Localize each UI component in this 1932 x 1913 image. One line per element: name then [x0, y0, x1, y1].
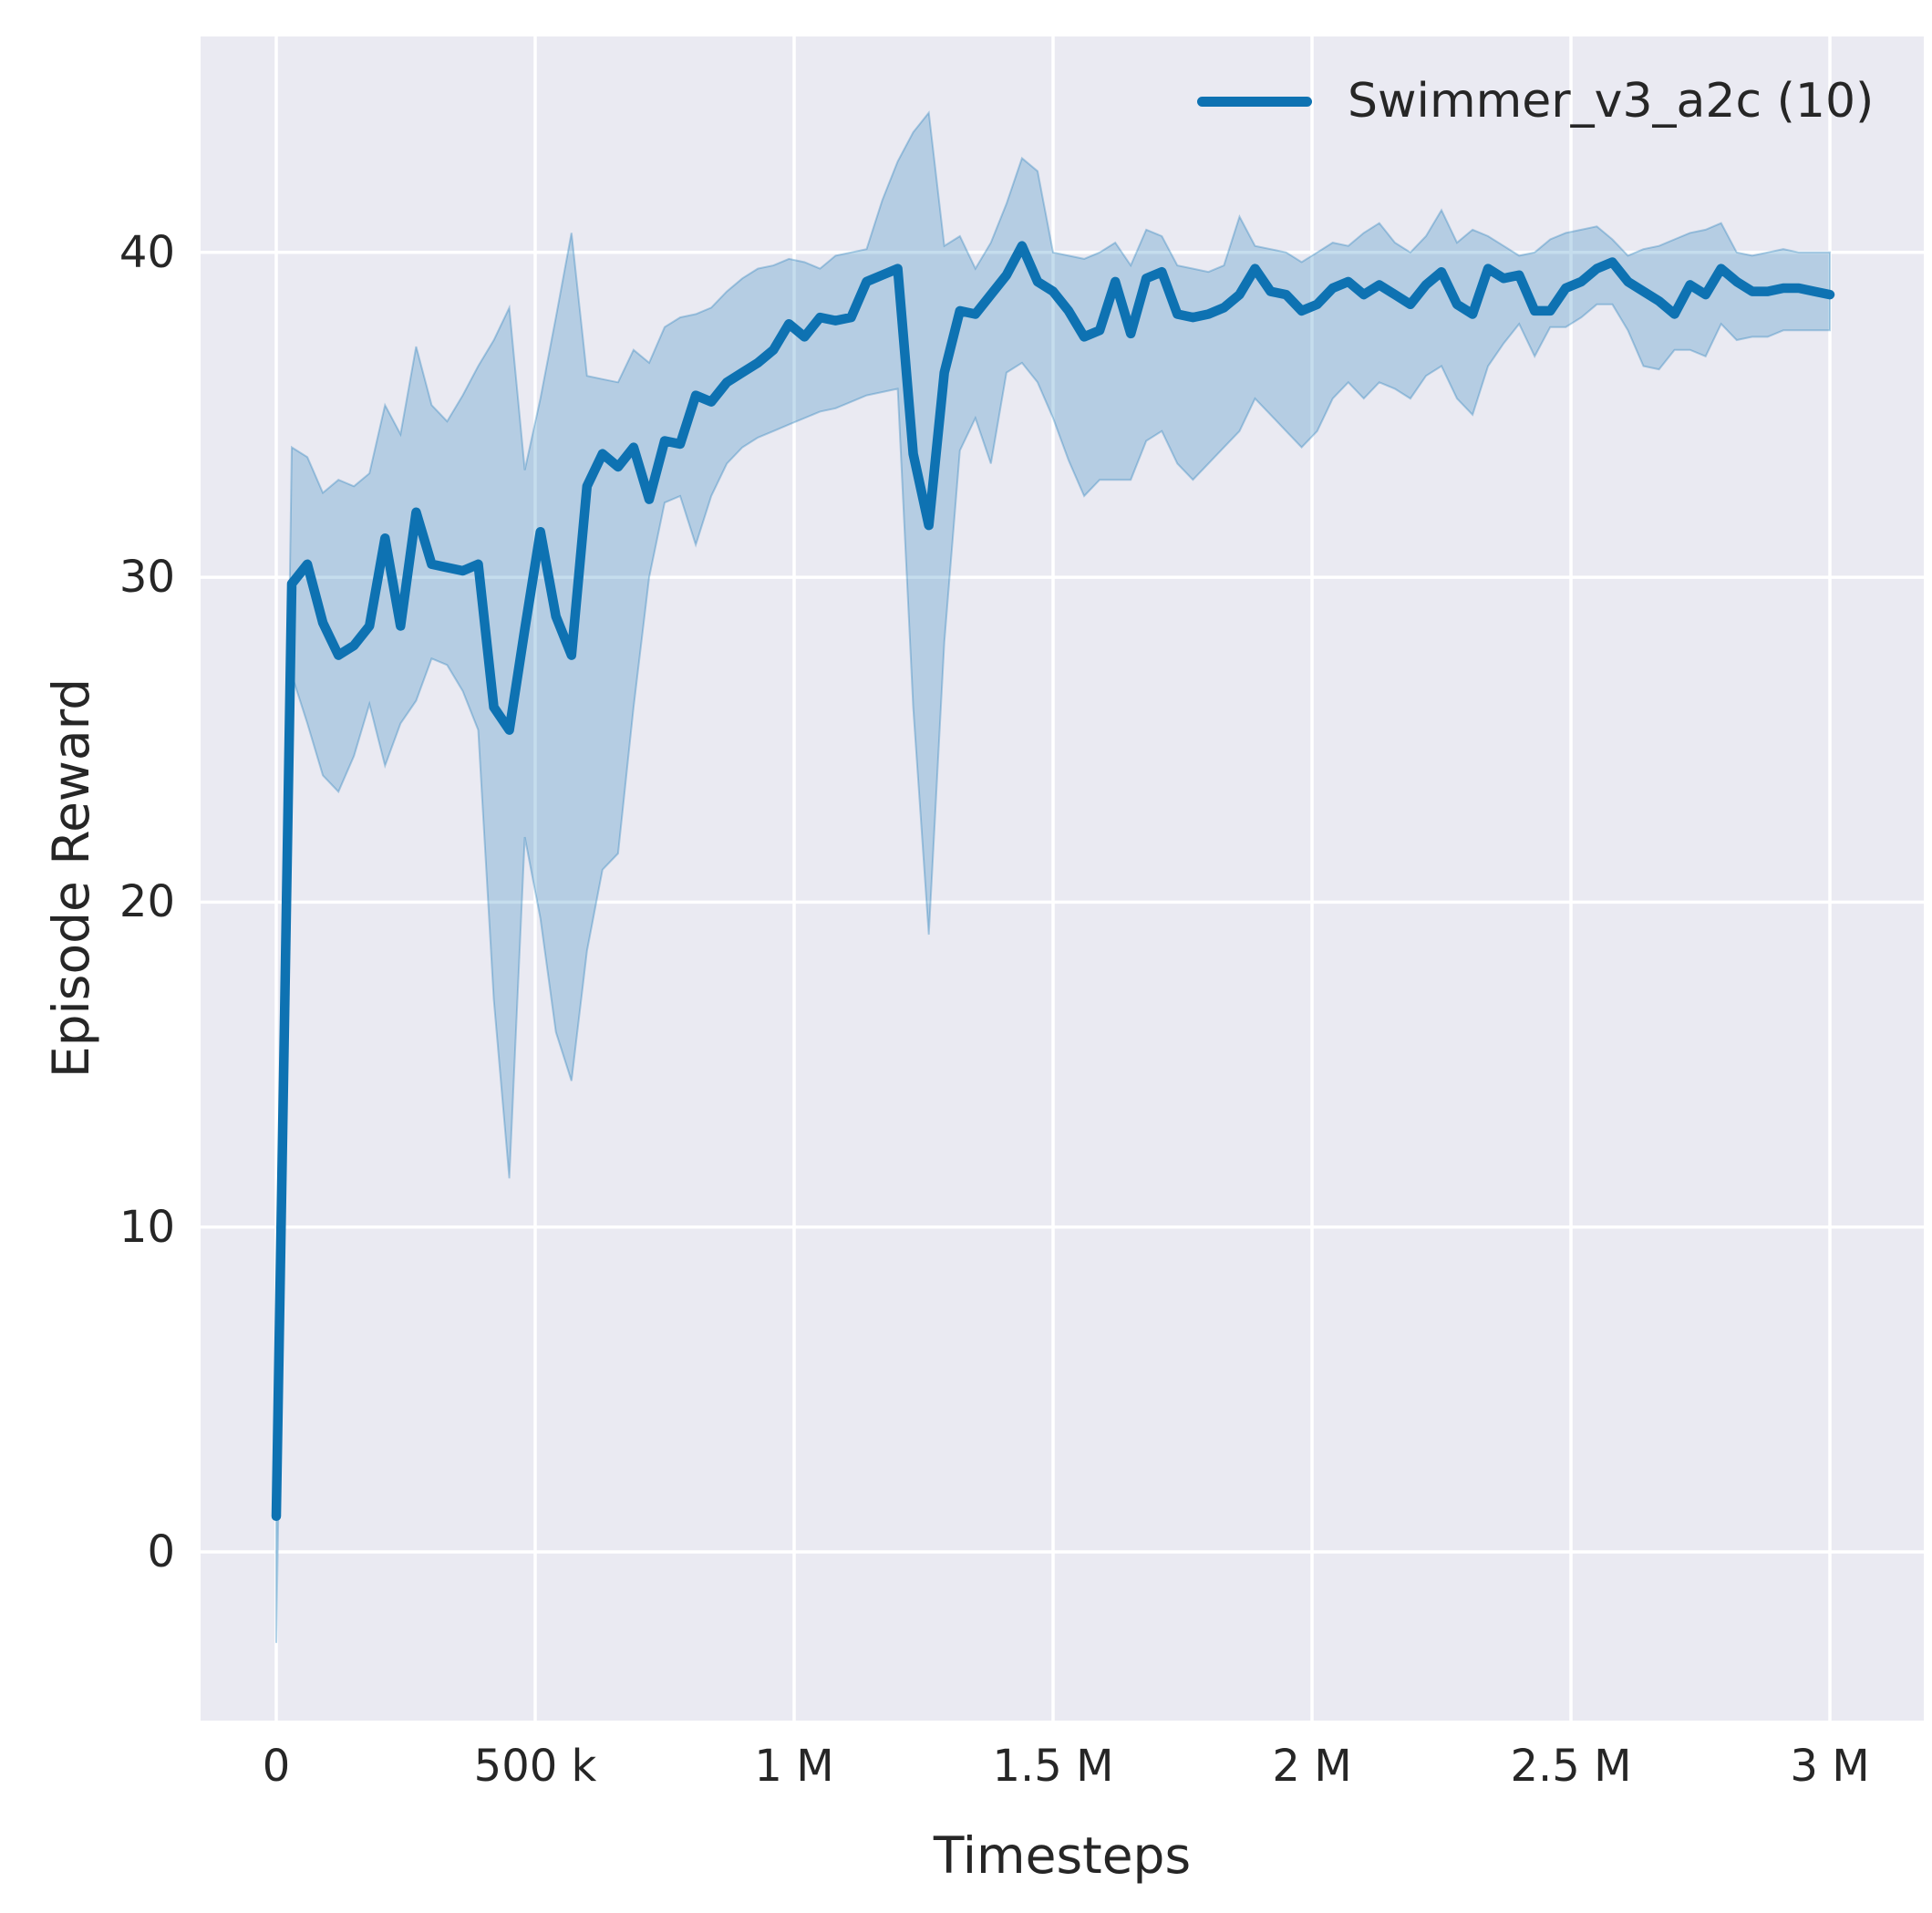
- y-tick-label: 40: [119, 226, 175, 278]
- series-line: [271, 241, 1835, 1522]
- y-axis-title: Episode Reward: [42, 677, 100, 1079]
- x-tick-label: 0: [262, 1741, 291, 1792]
- x-axis-title: Timesteps: [933, 1826, 1192, 1885]
- x-tick-label: 1 M: [754, 1741, 834, 1792]
- y-tick-label: 20: [119, 876, 175, 928]
- legend-line-sample: [1197, 97, 1312, 107]
- gridlines: [201, 36, 1924, 1721]
- y-tick-label: 10: [119, 1201, 175, 1253]
- plot-area: [201, 36, 1924, 1721]
- x-tick-label: 500 k: [473, 1741, 597, 1792]
- y-tick-label: 0: [147, 1526, 175, 1577]
- y-tick-label: 30: [119, 552, 175, 604]
- x-tick-label: 3 M: [1790, 1741, 1870, 1792]
- x-tick-label: 2 M: [1272, 1741, 1352, 1792]
- legend-label: Swimmer_v3_a2c (10): [1348, 74, 1875, 129]
- x-tick-label: 1.5 M: [992, 1741, 1114, 1792]
- confidence-band: [275, 110, 1831, 1643]
- x-tick-label: 2.5 M: [1510, 1741, 1632, 1792]
